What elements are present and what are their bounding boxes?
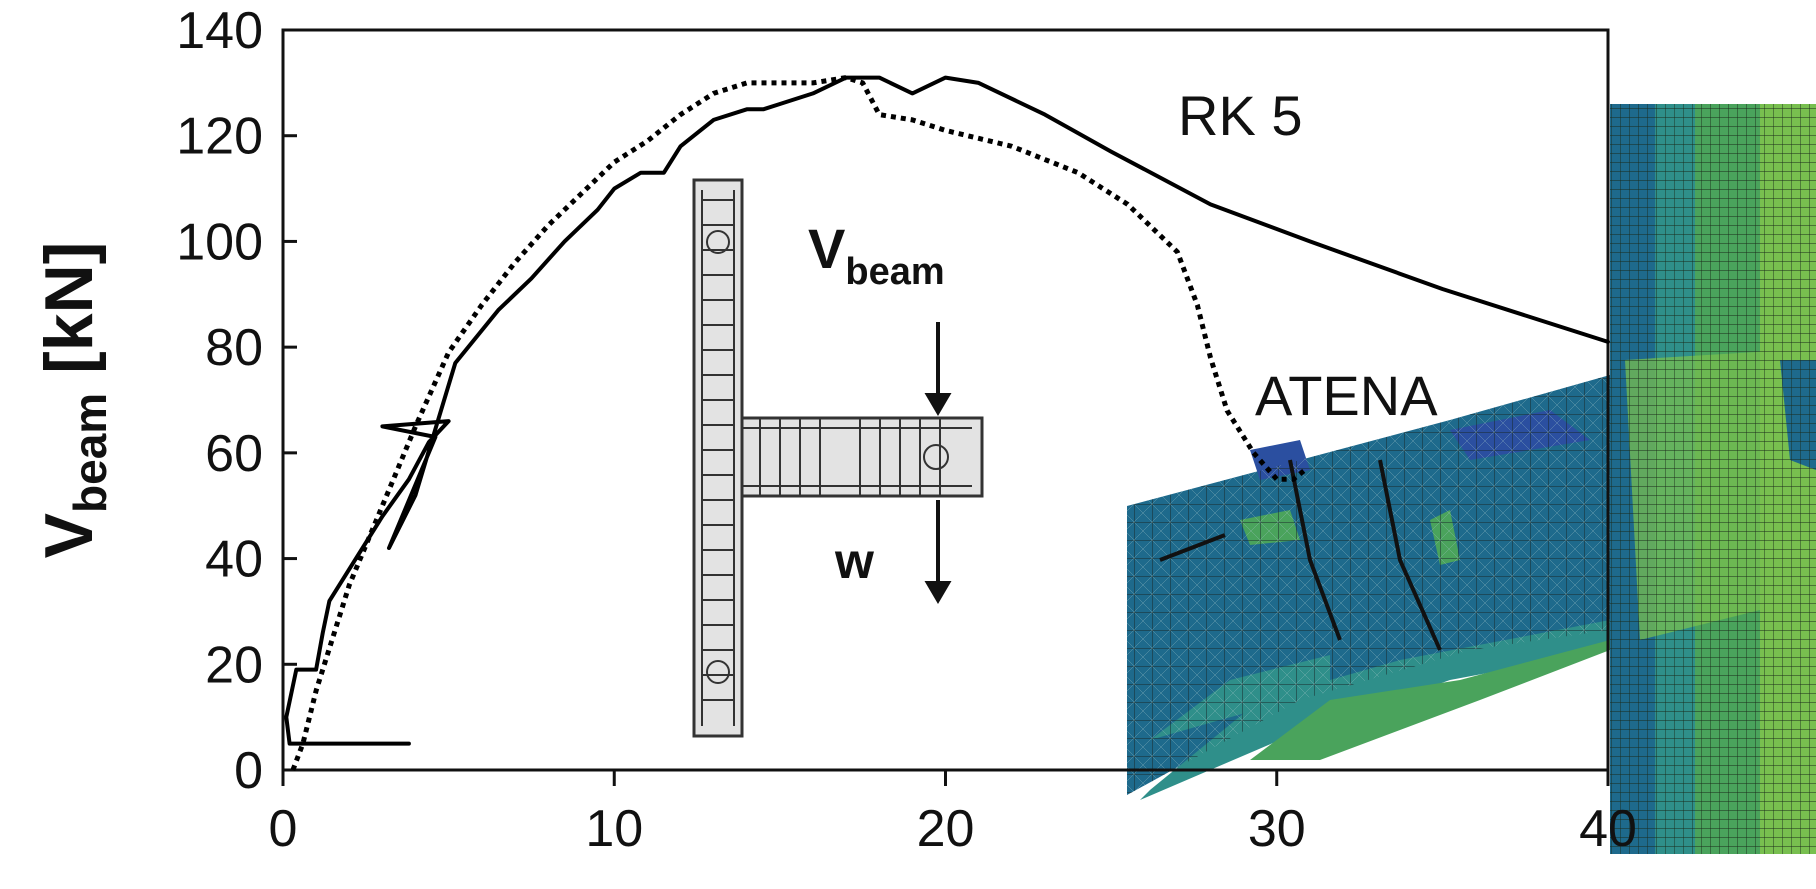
- x-tick-label: 0: [269, 800, 298, 858]
- specimen-drawing: [692, 178, 984, 738]
- y-tick-label: 60: [205, 425, 263, 483]
- disp-label: w: [834, 533, 874, 589]
- load-label-sub: beam: [845, 251, 944, 293]
- series-line-rk-5: [284, 75, 1610, 746]
- y-axis-title-unit: [kN]: [31, 242, 107, 374]
- x-tick-label: 40: [1579, 800, 1637, 858]
- y-axis-title: Vbeam [kN]: [31, 242, 116, 559]
- x-tick-label: 10: [585, 800, 643, 858]
- y-tick-label: 120: [176, 108, 263, 166]
- load-label: Vbeam: [808, 217, 945, 293]
- x-tick-label: 30: [1248, 800, 1306, 858]
- fe-beam-mesh: [1127, 375, 1610, 800]
- y-tick-label: 140: [176, 2, 263, 60]
- fe-mesh-illustration: [1127, 104, 1816, 854]
- y-axis: 0 20 40 60 80 100 120 140: [176, 2, 297, 800]
- model-label-atena: ATENA: [1255, 364, 1438, 427]
- y-tick-label: 20: [205, 636, 263, 694]
- y-axis-title-sub: beam: [64, 393, 116, 513]
- y-tick-label: 40: [205, 531, 263, 589]
- series-line-atena: [290, 75, 1309, 771]
- y-axis-title-main: V: [31, 513, 107, 558]
- y-tick-label: 0: [234, 742, 263, 800]
- x-tick-label: 20: [917, 800, 975, 858]
- fe-column-mesh: [1610, 104, 1816, 854]
- series-label-rk5: RK 5: [1178, 84, 1303, 147]
- x-axis: 0 10 20 30 40: [269, 770, 1637, 858]
- series-layer: [284, 75, 1610, 771]
- y-tick-label: 100: [176, 213, 263, 271]
- y-tick-label: 80: [205, 319, 263, 377]
- load-label-main: V: [808, 217, 845, 280]
